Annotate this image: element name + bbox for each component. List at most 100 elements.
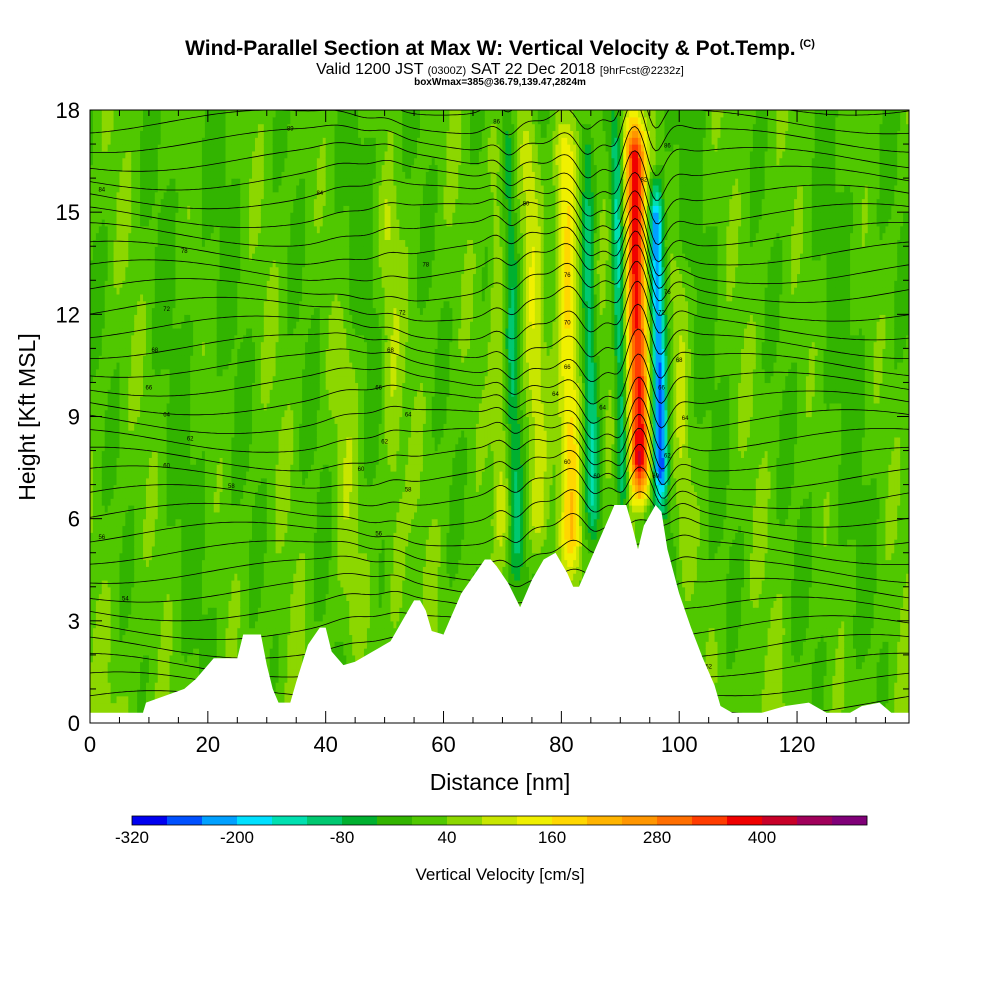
isentrope-label: 60	[593, 474, 600, 480]
colorbar-swatch	[797, 816, 833, 825]
isentrope-label: 72	[399, 310, 406, 316]
isentrope-label: 76	[564, 273, 571, 279]
x-axis: 0 20 40 60 80 100 120	[84, 110, 886, 757]
colorbar-tick-label: -320	[115, 828, 149, 847]
isentrope-label: 82	[641, 178, 648, 184]
colorbar-swatch	[167, 816, 203, 825]
chart-subtitle: Valid 1200 JST (0300Z) SAT 22 Dec 2018 […	[0, 61, 1000, 79]
isentrope-label: 64	[163, 413, 170, 419]
isentrope-label: 86	[664, 144, 671, 150]
isentrope-label: 78	[422, 263, 429, 269]
x-tick-label: 40	[313, 732, 337, 757]
terrain	[90, 505, 909, 723]
valid-date: SAT 22 Dec 2018	[471, 61, 596, 78]
x-axis-label: Distance [nm]	[430, 769, 571, 795]
isentrope-label: 60	[163, 464, 170, 470]
isentrope-label: 64	[552, 392, 559, 398]
isentrope-label: 62	[381, 440, 388, 446]
y-tick-label: 9	[68, 405, 80, 430]
colorbar-swatch	[342, 816, 378, 825]
isentrope-label: 66	[375, 385, 382, 391]
isentrope-label: 68	[151, 348, 158, 354]
colorbar-swatch	[412, 816, 448, 825]
colorbar-swatch	[622, 816, 658, 825]
colorbar-swatch	[692, 816, 728, 825]
y-axis: 0 3 6 9 12 15 18	[56, 98, 909, 736]
colorbar-swatch	[762, 816, 798, 825]
colorbar-tick-label: 40	[438, 828, 457, 847]
forecast-info: [9hrFcst@2232z]	[600, 65, 684, 77]
valid-utc: (0300Z)	[428, 65, 467, 77]
colorbar-frame	[131, 815, 868, 826]
isentrope-label: 76	[664, 290, 671, 296]
isentrope-label: 60	[358, 467, 365, 473]
colorbar-swatch	[447, 816, 483, 825]
colorbar-swatch	[202, 816, 238, 825]
y-tick-label: 15	[56, 200, 80, 225]
colorbar-swatch	[377, 816, 413, 825]
colorbar-swatch	[587, 816, 623, 825]
isentrope-label: 64	[682, 416, 689, 422]
isentrope-label: 72	[658, 310, 665, 316]
isentrope-label: 56	[375, 532, 382, 538]
colorbar-swatch	[237, 816, 273, 825]
isentrope-label: 78	[181, 249, 188, 255]
isentrope-label: 62	[187, 436, 194, 442]
chart-title: Wind-Parallel Section at Max W: Vertical…	[0, 37, 1000, 61]
isentrope-label: 72	[163, 307, 170, 313]
colorbar-swatch	[482, 816, 518, 825]
colorbar-swatch	[517, 816, 553, 825]
isentrope-label: 54	[122, 596, 129, 602]
isentrope-lines	[90, 110, 909, 715]
isentrope-label: 60	[652, 474, 659, 480]
colorbar-label: Vertical Velocity [cm/s]	[415, 865, 584, 884]
colorbar-tick-label: -200	[220, 828, 254, 847]
colorbar-swatch	[272, 816, 308, 825]
colorbar-tick-label: 400	[748, 828, 776, 847]
isentrope-label: 66	[146, 385, 153, 391]
isentrope-label: 58	[228, 484, 235, 490]
colorbar-swatch	[132, 816, 168, 825]
box-info: boxWmax=385@36.79,139.47,2824m	[0, 77, 1000, 88]
colorbar-tick-label: 160	[538, 828, 566, 847]
colorbar-tick-label: -80	[330, 828, 355, 847]
y-tick-label: 3	[68, 609, 80, 634]
x-tick-label: 20	[196, 732, 220, 757]
isentrope-label: 64	[405, 413, 412, 419]
isentrope-label: 84	[98, 188, 105, 194]
y-tick-label: 12	[56, 302, 80, 327]
isentrope-label: 60	[564, 460, 571, 466]
isentrope-label: 66	[564, 365, 571, 371]
colorbar-swatch	[307, 816, 343, 825]
isentrope-label: 58	[405, 487, 412, 493]
colorbar-swatch	[727, 816, 763, 825]
x-tick-label: 80	[549, 732, 573, 757]
x-tick-label: 100	[661, 732, 698, 757]
y-tick-label: 0	[68, 711, 80, 736]
colorbar: -320 -200 -80 40 160 280 400	[115, 815, 868, 847]
chart-title-text: Wind-Parallel Section at Max W: Vertical…	[185, 37, 796, 60]
colorbar-swatch	[657, 816, 693, 825]
colorbar-tick-label: 280	[643, 828, 671, 847]
isentrope-label: 86	[493, 120, 500, 126]
isentrope-labels: 84 89 84 78 78 72 72 68 68 66 66 64 64 62 62 60 60 58 58 56…	[98, 120, 712, 671]
isentrope-label: 84	[316, 191, 323, 197]
colorbar-swatch	[832, 816, 868, 825]
x-tick-label: 60	[431, 732, 455, 757]
x-tick-label: 0	[84, 732, 96, 757]
isentrope-label: 62	[664, 453, 671, 459]
isentrope-label: 56	[98, 535, 105, 541]
copyright-mark: (C)	[800, 38, 815, 50]
y-axis-label: Height [Kft MSL]	[14, 333, 40, 500]
isentrope-label: 89	[287, 126, 294, 132]
plot-area: 84 89 84 78 78 72 72 68 68 66 66 64 64 62 62 60 60 58 58 56…	[90, 110, 909, 723]
y-tick-label: 18	[56, 98, 80, 123]
isentrope-label: 68	[676, 358, 683, 364]
valid-time: Valid 1200 JST	[316, 61, 423, 78]
isentrope-label: 68	[387, 348, 394, 354]
isentrope-label: 80	[523, 201, 530, 207]
colorbar-swatch	[552, 816, 588, 825]
isentrope-label: 70	[564, 321, 571, 327]
isentrope-label: 66	[658, 385, 665, 391]
